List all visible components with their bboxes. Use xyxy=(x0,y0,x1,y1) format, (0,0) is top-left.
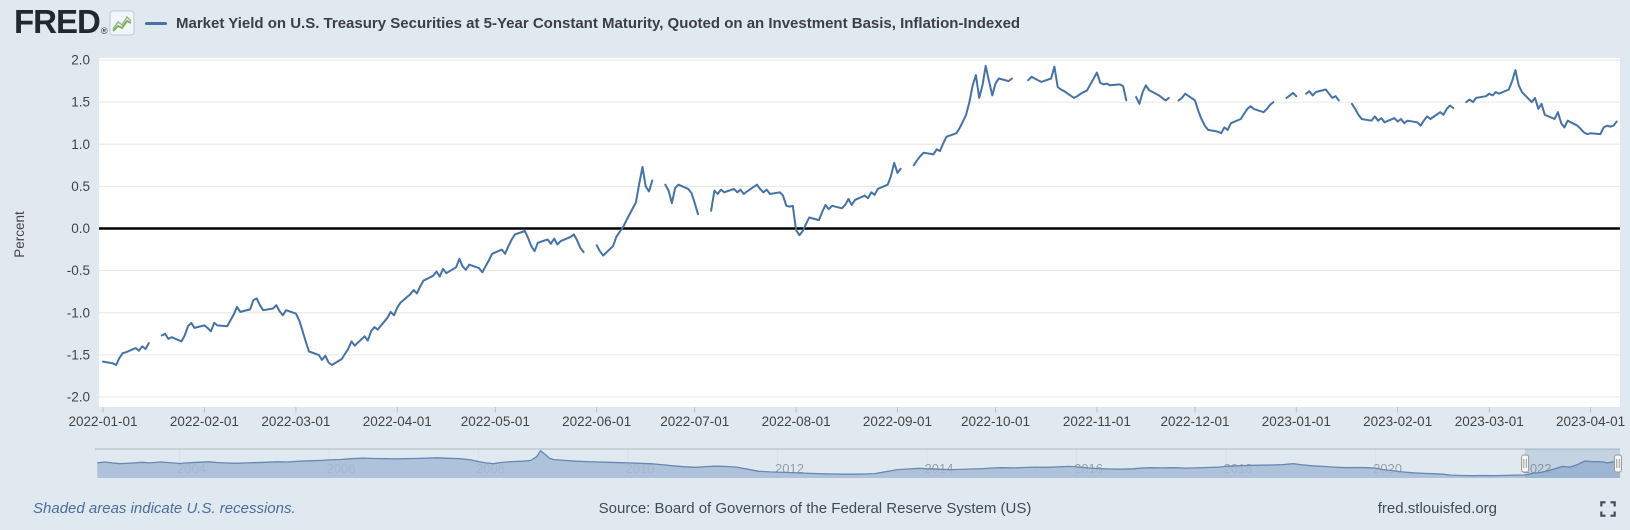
source-attribution: Source: Board of Governors of the Federa… xyxy=(598,500,1032,517)
series-legend: Market Yield on U.S. Treasury Securities… xyxy=(145,0,1020,46)
navigator-handle-left-grip[interactable] xyxy=(1521,454,1530,473)
navigator-handle-right-grip[interactable] xyxy=(1614,454,1622,473)
x-tick-label: 2023-01-01 xyxy=(1262,414,1331,429)
x-tick-label: 2023-03-01 xyxy=(1455,414,1524,429)
y-tick-label: -0.5 xyxy=(67,263,90,278)
x-tick-label: 2022-01-01 xyxy=(68,414,137,429)
fred-logo-text: FRED xyxy=(14,3,101,40)
series-title: Market Yield on U.S. Treasury Securities… xyxy=(176,14,1021,32)
x-tick-label: 2023-04-01 xyxy=(1556,414,1625,429)
navigator-area xyxy=(97,450,1621,478)
x-tick-label: 2022-12-01 xyxy=(1160,414,1229,429)
x-tick-label: 2022-09-01 xyxy=(863,414,932,429)
y-tick-label: 0.5 xyxy=(71,179,90,194)
navigator-selected-range[interactable] xyxy=(1525,449,1620,478)
fred-logo-registered-mark: ® xyxy=(100,26,108,36)
navigator-handle-right[interactable] xyxy=(1614,454,1622,473)
y-tick-label: 0.0 xyxy=(71,221,90,236)
plot-area[interactable] xyxy=(99,58,1620,407)
main-series-line xyxy=(102,64,1618,366)
x-tick-label: 2022-02-01 xyxy=(170,414,239,429)
y-tick-label: -1.5 xyxy=(67,347,90,362)
y-tick-label: 1.0 xyxy=(71,137,90,152)
x-tick-label: 2022-08-01 xyxy=(762,414,831,429)
legend-line-icon xyxy=(145,21,167,25)
x-tick-label: 2023-02-01 xyxy=(1363,414,1432,429)
x-tick-label: 2022-10-01 xyxy=(961,414,1030,429)
y-axis-title: Percent xyxy=(12,211,27,258)
fullscreen-icon[interactable] xyxy=(1598,499,1618,519)
y-tick-label: 2.0 xyxy=(71,53,90,68)
fred-logo[interactable]: FRED ® xyxy=(14,4,135,41)
y-tick-label: 1.5 xyxy=(71,95,90,110)
y-tick-label: -1.0 xyxy=(67,305,90,320)
footer: Shaded areas indicate U.S. recessions. S… xyxy=(0,494,1630,524)
navigator-area-line xyxy=(97,449,1621,477)
x-tick-label: 2022-03-01 xyxy=(261,414,330,429)
recessions-note-link[interactable]: Shaded areas indicate U.S. recessions. xyxy=(33,500,296,517)
header: FRED ® Market Yield on U.S. Treasury Sec… xyxy=(0,0,1630,46)
fred-sparkline-icon xyxy=(109,10,135,41)
navigator-handle-left[interactable] xyxy=(1521,454,1530,473)
x-tick-label: 2022-05-01 xyxy=(461,414,530,429)
y-tick-label: -2.0 xyxy=(67,390,90,405)
fred-site-link[interactable]: fred.stlouisfed.org xyxy=(1377,500,1497,517)
x-tick-label: 2022-04-01 xyxy=(363,414,432,429)
x-tick-label: 2022-07-01 xyxy=(660,414,729,429)
x-tick-label: 2022-11-01 xyxy=(1063,414,1131,429)
x-tick-label: 2022-06-01 xyxy=(562,414,631,429)
